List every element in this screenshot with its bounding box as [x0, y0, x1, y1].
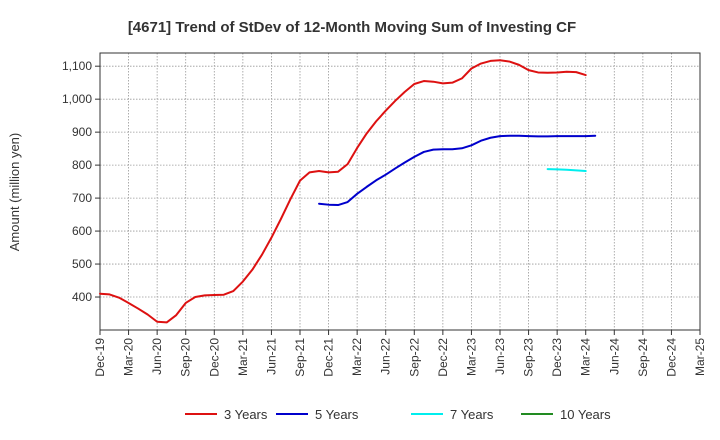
x-tick-label: Sep-20	[179, 338, 193, 377]
x-tick-label: Jun-23	[493, 338, 507, 375]
legend-item-7-years: 7 Years	[411, 407, 494, 422]
legend-item-5-years: 5 Years	[276, 407, 359, 422]
legend-item-3-years: 3 Years	[185, 407, 268, 422]
plot-frame	[99, 52, 701, 331]
x-tick-label: Dec-21	[322, 338, 336, 377]
grid	[99, 53, 701, 330]
x-tick-label: Dec-20	[207, 338, 221, 377]
y-axis-label: Amount (million yen)	[7, 133, 22, 252]
y-tick-labels: 400 500 600 700 800 900 1,000 1,100	[62, 59, 100, 304]
x-tick-label: Mar-22	[350, 338, 364, 376]
x-tick-label: Jun-21	[264, 338, 278, 375]
x-tick-label: Dec-22	[436, 338, 450, 377]
x-tick-label: Mar-25	[693, 338, 707, 376]
x-tick-label: Dec-23	[550, 338, 564, 377]
legend-label: 10 Years	[560, 407, 611, 422]
x-tick-label: Sep-21	[293, 338, 307, 377]
x-tick-label: Dec-19	[93, 338, 107, 377]
x-tick-labels: Dec-19 Mar-20 Jun-20 Sep-20 Dec-20 Mar-21 Jun-…	[93, 330, 707, 377]
y-tick-label: 1,100	[62, 59, 92, 73]
legend: 3 Years 5 Years 7 Years 10 Years	[185, 407, 611, 422]
x-tick-label: Mar-20	[122, 338, 136, 376]
x-tick-label: Jun-22	[379, 338, 393, 375]
y-tick-label: 500	[72, 257, 92, 271]
x-tick-label: Sep-22	[407, 338, 421, 377]
y-tick-label: 800	[72, 158, 92, 172]
x-tick-label: Mar-23	[464, 338, 478, 376]
series-lines	[99, 59, 597, 324]
series-line-3-years	[99, 59, 587, 324]
x-tick-label: Jun-24	[607, 338, 621, 375]
series-line-5-years	[318, 134, 597, 207]
chart-title: [4671] Trend of StDev of 12-Month Moving…	[128, 19, 576, 36]
x-tick-label: Sep-23	[522, 338, 536, 377]
legend-label: 7 Years	[450, 407, 494, 422]
x-tick-label: Dec-24	[664, 338, 678, 377]
x-tick-label: Mar-21	[236, 338, 250, 376]
legend-label: 5 Years	[315, 407, 359, 422]
x-tick-label: Jun-20	[150, 338, 164, 375]
x-tick-label: Mar-24	[579, 338, 593, 376]
y-tick-label: 1,000	[62, 92, 92, 106]
y-tick-label: 600	[72, 224, 92, 238]
y-tick-label: 900	[72, 125, 92, 139]
x-tick-label: Sep-24	[636, 338, 650, 377]
y-tick-label: 400	[72, 290, 92, 304]
series-line-7-years	[546, 168, 587, 173]
y-tick-label: 700	[72, 191, 92, 205]
legend-label: 3 Years	[224, 407, 268, 422]
legend-item-10-years: 10 Years	[521, 407, 611, 422]
